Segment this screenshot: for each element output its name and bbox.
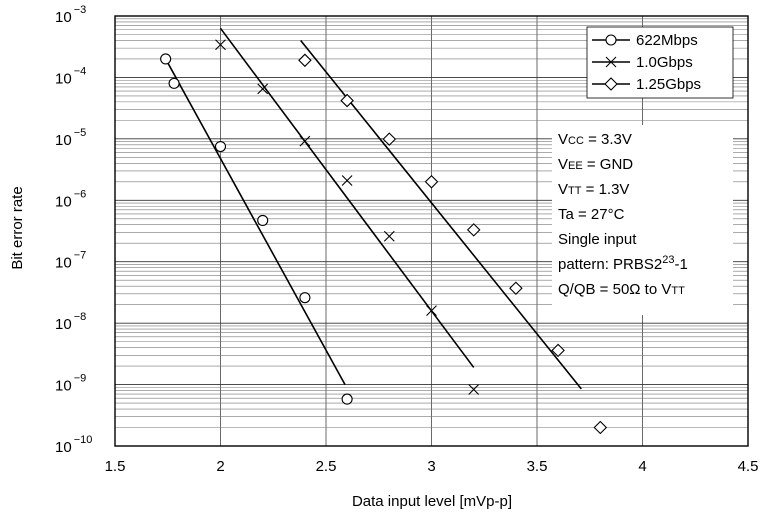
data-point <box>340 93 354 108</box>
y-tick-labels: 10−10 10−9 10−8 10−7 10−6 10−5 10−4 10−3 <box>55 4 92 456</box>
x-tick-labels: 1.5 2 2.5 3 3.5 4 4.5 <box>105 458 759 475</box>
condition-line: pattern: PRBS223-1 <box>558 254 688 273</box>
data-point <box>466 223 481 237</box>
x-tick-label: 3.5 <box>527 458 548 475</box>
legend-label: 622Mbps <box>636 32 698 49</box>
y-tick-label: 10 −4 <box>55 65 86 87</box>
data-point <box>160 53 172 65</box>
x-tick-label: 4 <box>638 458 646 475</box>
test-conditions: VCC = 3.3V VEE = GND VTT = 1.3V Ta = 27°C Si… <box>552 125 733 315</box>
data-point <box>551 343 565 358</box>
y-tick-label: 10 −7 <box>55 250 86 272</box>
condition-line: VTT = 1.3V <box>558 181 629 198</box>
data-point <box>341 175 353 186</box>
data-point <box>299 135 311 147</box>
data-point <box>299 292 311 304</box>
condition-line: VCC = 3.3V <box>558 131 632 148</box>
x-axis-label: Data input level [mVp-p] <box>352 493 512 510</box>
legend-marker <box>604 77 618 91</box>
data-point <box>593 420 608 435</box>
data-point <box>424 175 439 189</box>
x-tick-label: 2.5 <box>316 458 337 475</box>
legend-marker <box>605 56 617 68</box>
fit-line <box>164 58 346 385</box>
y-tick-label: 10 −3 <box>55 4 86 26</box>
legend-label: 1.25Gbps <box>636 76 701 93</box>
x-tick-label: 3 <box>427 458 435 475</box>
fit-line <box>219 27 475 368</box>
y-tick-label: 10 −6 <box>55 188 86 210</box>
data-point <box>426 305 437 316</box>
data-point <box>382 132 397 146</box>
y-tick-label: 10 −9 <box>55 373 86 395</box>
condition-line: Ta = 27°C <box>558 206 625 223</box>
legend-label: 1.0Gbps <box>636 54 693 71</box>
condition-line: VEE = GND <box>558 156 633 173</box>
plot-frame <box>114 15 749 447</box>
x-tick-label: 2 <box>216 458 224 475</box>
data-markers <box>160 39 608 435</box>
x-tick-label: 1.5 <box>105 458 126 475</box>
y-tick-label: 10 −5 <box>55 127 86 149</box>
data-point <box>214 140 227 153</box>
data-point <box>168 77 180 89</box>
data-point <box>298 53 312 68</box>
legend-marker <box>605 34 617 46</box>
condition-line: Q/QB = 50Ω to VTT <box>558 281 685 298</box>
y-axis-label: Bit error rate <box>9 186 26 269</box>
data-point <box>341 393 353 405</box>
legend: 622Mbps 1.0Gbps 1.25Gbps <box>586 26 734 99</box>
y-tick-label: 10 −8 <box>55 311 86 333</box>
data-point <box>257 83 269 95</box>
y-tick-label: 10 −10 <box>55 434 92 456</box>
data-point <box>509 281 523 296</box>
data-point <box>257 214 269 226</box>
data-point <box>468 384 480 395</box>
data-point <box>215 39 226 51</box>
condition-line: Single input <box>558 231 637 248</box>
conditions-box <box>552 125 733 315</box>
x-tick-label: 4.5 <box>738 458 759 475</box>
data-point <box>383 230 395 242</box>
fit-lines <box>164 27 582 390</box>
